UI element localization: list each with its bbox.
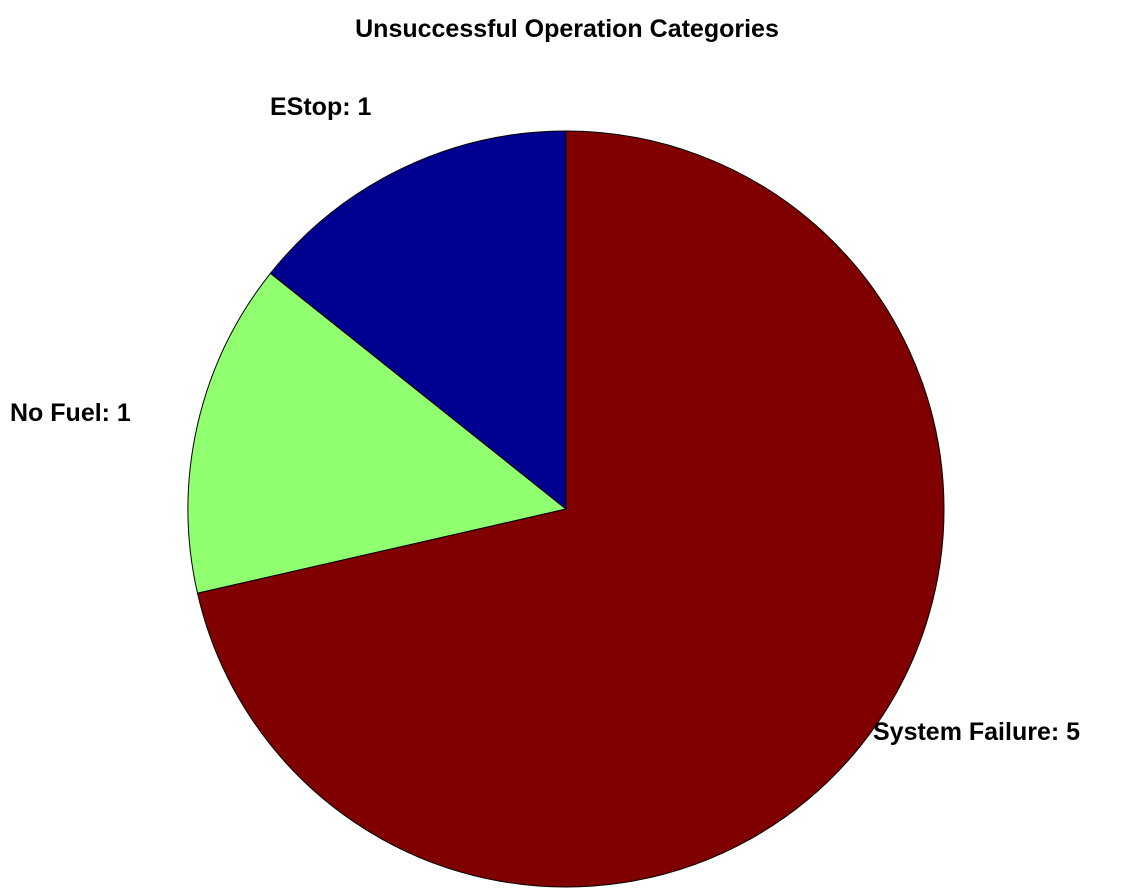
pie-slice-system-failure	[196, 130, 945, 888]
pie-slice-estop	[269, 130, 567, 511]
chart-title: Unsuccessful Operation Categories	[355, 15, 779, 43]
pie-label-estop: EStop: 1	[270, 93, 371, 121]
pie-slices	[187, 130, 945, 888]
pie-label-no-fuel: No Fuel: 1	[10, 399, 131, 427]
pie-slice-no-fuel	[187, 272, 568, 594]
pie-labels: System Failure: 5 No Fuel: 1 EStop: 1	[10, 93, 1080, 746]
pie-label-system-failure: System Failure: 5	[873, 718, 1080, 746]
